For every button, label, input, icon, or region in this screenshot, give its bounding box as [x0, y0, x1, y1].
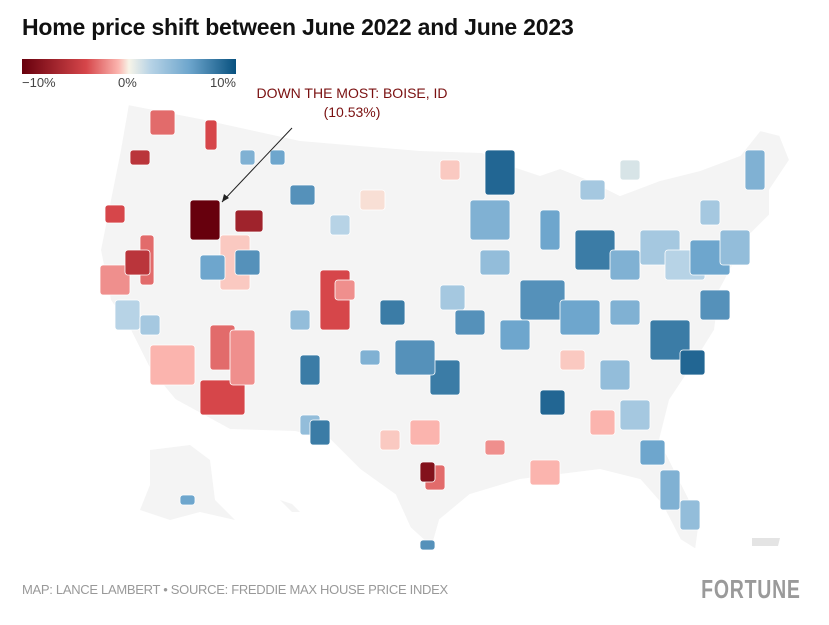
metro-area [359, 349, 381, 366]
metro-area [334, 279, 356, 301]
metro-area [229, 329, 256, 386]
hawaii-outline [280, 500, 300, 512]
metro-area [499, 319, 531, 351]
metro-area [539, 209, 561, 251]
metro-area [699, 289, 731, 321]
annotation-line2: (10.53%) [323, 104, 381, 120]
metro-area [234, 249, 261, 276]
legend-max-label: 10% [209, 75, 236, 90]
annotation-line1: DOWN THE MOST: BOISE, ID [256, 85, 448, 101]
metro-areas [99, 109, 766, 551]
metro-area [199, 254, 226, 281]
metro-area [129, 149, 151, 166]
metro-area [359, 189, 386, 211]
fortune-logo: FORTUNE [701, 574, 801, 604]
metro-area [149, 344, 196, 386]
metro-area [484, 149, 516, 196]
metro-area [559, 349, 586, 371]
annotation-leader-line [221, 127, 293, 203]
metro-area [289, 309, 311, 331]
metro-area [439, 159, 461, 181]
metro-area [539, 389, 566, 416]
metro-area [579, 179, 606, 201]
metro-area [599, 359, 631, 391]
metro-area [99, 264, 131, 296]
metro-area [679, 349, 706, 376]
metro-area [199, 379, 246, 416]
metro-area [439, 284, 466, 311]
metro-area [309, 419, 331, 446]
metro-area [679, 499, 701, 531]
metro-area [379, 299, 406, 326]
annotation-arrowhead [222, 194, 229, 202]
metro-area [139, 314, 161, 336]
metro-area [699, 199, 721, 226]
metro-area [639, 439, 666, 466]
alaska-outline [140, 445, 235, 520]
legend-gradient-bar [22, 59, 236, 74]
metro-boise [189, 199, 221, 241]
metro-area [609, 249, 641, 281]
metro-area [419, 539, 436, 551]
metro-area [559, 299, 601, 336]
metro-area [659, 469, 681, 511]
metro-area [289, 184, 316, 206]
metro-area [574, 229, 616, 271]
metro-area [104, 204, 126, 224]
metro-area [204, 119, 218, 151]
metro-area [329, 214, 351, 236]
metro-area [619, 159, 641, 181]
metro-area [529, 459, 561, 486]
metro-area [239, 149, 256, 166]
metro-area [379, 429, 401, 451]
metro-area [114, 299, 141, 331]
metro-area [149, 109, 176, 136]
metro-area [619, 399, 651, 431]
metro-area [479, 249, 511, 276]
metro-area [719, 229, 751, 266]
metro-area [409, 419, 441, 446]
metro-area [179, 494, 196, 506]
metro-area [589, 409, 616, 436]
metro-area [124, 249, 151, 276]
puerto-rico-outline [752, 538, 780, 546]
color-legend: −10% 0% 10% [22, 59, 236, 90]
metro-area [609, 299, 641, 326]
metro-area [234, 209, 264, 233]
metro-area [429, 359, 461, 396]
metro-area [649, 319, 691, 361]
metro-area [484, 439, 506, 456]
map-title: Home price shift between June 2022 and J… [22, 14, 574, 40]
metro-area [469, 199, 511, 241]
metro-area [269, 149, 286, 166]
legend-min-label: −10% [22, 75, 56, 90]
metro-area [519, 279, 566, 321]
source-credit: MAP: LANCE LAMBERT • SOURCE: FREDDIE MAX… [22, 582, 448, 597]
metro-area [299, 354, 321, 386]
metro-area [394, 339, 436, 376]
metro-area [454, 309, 486, 336]
metro-area [744, 149, 766, 191]
legend-mid-label: 0% [118, 75, 137, 90]
annotation: DOWN THE MOST: BOISE, ID (10.53%) [238, 84, 466, 122]
metro-area [419, 461, 436, 483]
